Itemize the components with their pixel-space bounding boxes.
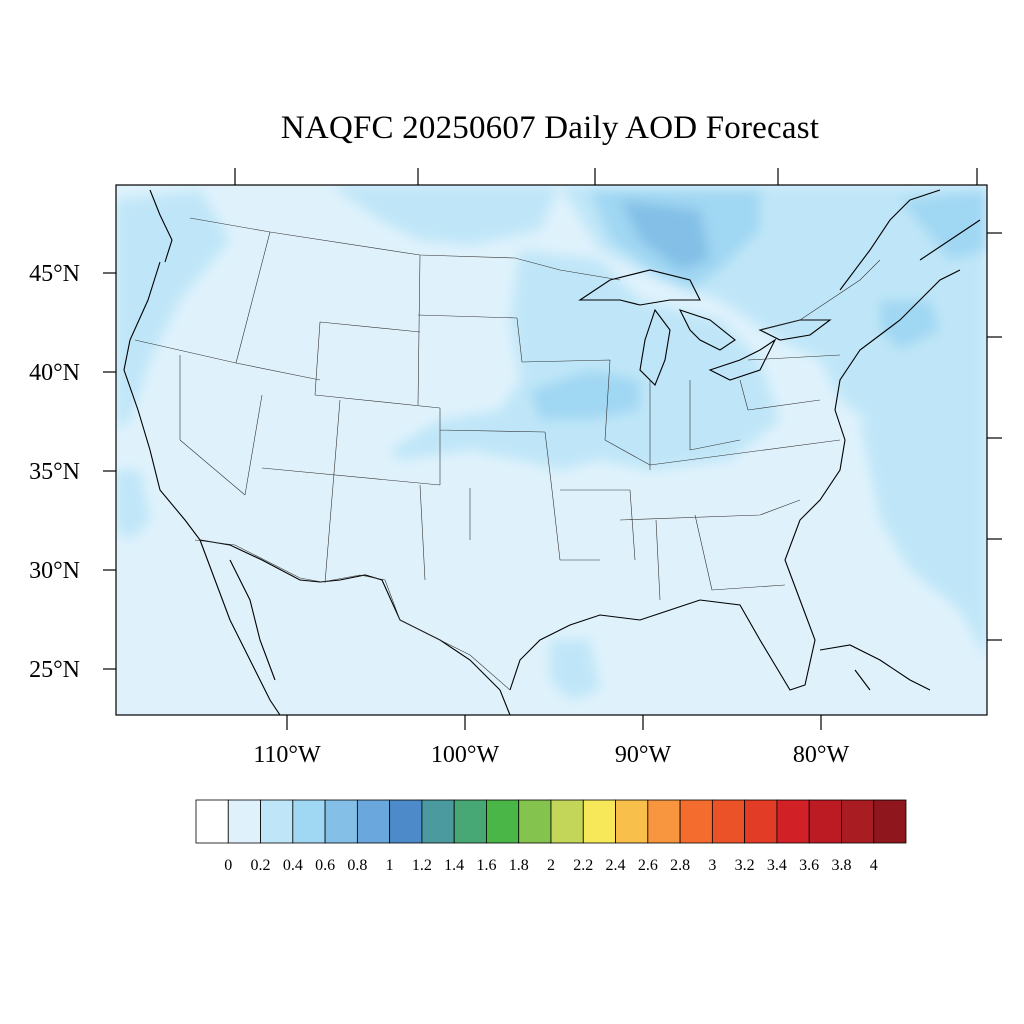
- aod-region-gulf: [550, 640, 600, 700]
- colorbar-swatch: [389, 799, 423, 844]
- colorbar-label: 4: [870, 857, 878, 874]
- colorbar-label: 0.6: [315, 857, 335, 874]
- colorbar-swatch: [711, 799, 746, 844]
- colorbar-swatch: [679, 799, 713, 844]
- aod-contours: [116, 185, 987, 700]
- aod-region-midwest: [390, 250, 780, 470]
- coastline-baja: [199, 539, 281, 715]
- colorbar-label: 2: [547, 857, 555, 874]
- colorbar-swatch: [324, 799, 358, 844]
- lat-label: 30°N: [29, 558, 80, 584]
- colorbar-swatch: [292, 799, 326, 844]
- colorbar-swatch: [356, 799, 391, 844]
- coastline-northeast-canada: [839, 189, 981, 291]
- colorbar-swatch: [260, 799, 294, 844]
- colorbar-label: 2.8: [670, 857, 690, 874]
- colorbar-swatch: [808, 799, 842, 844]
- colorbar-swatch: [647, 799, 681, 844]
- colorbar-swatch: [841, 799, 875, 844]
- map-title: NAQFC 20250607 Daily AOD Forecast: [280, 110, 820, 146]
- colorbar-label: 1.6: [476, 857, 496, 874]
- aod-colorbar: 0 0.2 0.4 0.6 0.8 1 1.2 1.4 1.6 1.8 2 2.2 2.4 2.6 2.8 3…: [195, 799, 907, 874]
- lon-label: 90°W: [615, 742, 672, 768]
- border-us-mexico: [194, 539, 511, 691]
- colorbar-label: 3: [708, 857, 716, 874]
- colorbar-label: 3.8: [831, 857, 851, 874]
- colorbar-swatch: [582, 799, 616, 844]
- lat-label: 35°N: [29, 459, 80, 485]
- aod-region-quebec: [900, 190, 987, 260]
- map-frame: [115, 184, 988, 716]
- colorbar-label: 2.6: [638, 857, 658, 874]
- aod-region-iowa: [530, 370, 640, 420]
- state-lines: [134, 231, 841, 601]
- lat-label: 45°N: [29, 261, 80, 287]
- coastline-canada-west: [149, 189, 173, 263]
- lon-label: 110°W: [253, 742, 321, 768]
- colorbar-swatch: [776, 799, 810, 844]
- aod-region-new-england: [880, 300, 940, 350]
- colorbar-swatch: [453, 799, 487, 844]
- colorbar-label: 1.4: [444, 857, 464, 874]
- colorbar-label: 1.2: [412, 857, 432, 874]
- colorbar-swatch: [227, 799, 261, 844]
- lon-label: 80°W: [793, 742, 850, 768]
- longitude-axis: 110°W 100°W 90°W 80°W: [253, 715, 849, 768]
- colorbar-swatch: [873, 799, 907, 844]
- colorbar-label: 3.2: [735, 857, 755, 874]
- aod-region-pacific-nw: [116, 190, 230, 430]
- colorbar-swatch: [421, 799, 455, 844]
- colorbar-swatch: [486, 799, 520, 844]
- aod-region-ontario: [620, 200, 710, 270]
- colorbar-label: 1.8: [509, 857, 529, 874]
- lon-label: 100°W: [431, 742, 500, 768]
- colorbar-swatch: [518, 799, 552, 844]
- coastline-cuba-bahamas: [819, 644, 931, 691]
- aod-field: [116, 185, 987, 715]
- colorbar-label: 3.6: [799, 857, 819, 874]
- aod-region-canada-north: [330, 185, 560, 245]
- aod-region-atlantic: [860, 420, 987, 660]
- colorbar-label: 2.4: [606, 857, 626, 874]
- colorbar-label: 0.2: [251, 857, 271, 874]
- border-us-canada: [189, 217, 881, 331]
- colorbar-swatch: [615, 799, 649, 844]
- coastline-great-lakes: [578, 269, 832, 386]
- map-boundaries: [123, 189, 981, 715]
- lat-label: 25°N: [29, 657, 80, 683]
- colorbar-label: 0: [224, 857, 232, 874]
- colorbar-swatch: [195, 799, 229, 844]
- colorbar-label: 3.4: [767, 857, 787, 874]
- frame-ticks: [234, 168, 1002, 641]
- colorbar-label: 1: [386, 857, 394, 874]
- lat-label: 40°N: [29, 360, 80, 386]
- aod-region-baja: [116, 470, 150, 540]
- colorbar-swatch: [550, 799, 584, 844]
- colorbar-label: 0.4: [283, 857, 303, 874]
- colorbar-label: 0.8: [347, 857, 367, 874]
- colorbar-swatch: [744, 799, 778, 844]
- colorbar-label: 2.2: [573, 857, 593, 874]
- latitude-axis: 45°N 40°N 35°N 30°N 25°N: [29, 261, 116, 683]
